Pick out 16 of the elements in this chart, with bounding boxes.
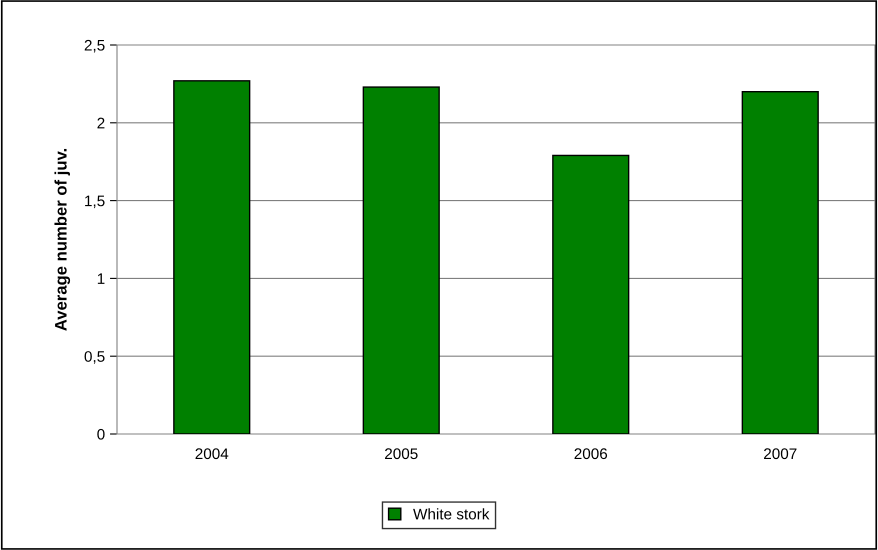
bar [362,86,440,434]
x-tick-label: 2004 [196,448,228,460]
bar [173,80,250,434]
y-axis-title: Average number of juv. [54,148,70,331]
y-tick-label: 2,5 [84,40,105,52]
y-tick-label: 2 [97,118,104,128]
y-tick-label: 1,5 [85,196,105,208]
x-tick-label: 2006 [574,448,608,460]
x-tick-label: 2007 [764,448,796,460]
legend-label: White stork [413,508,490,520]
x-tick-label: 2005 [385,448,418,460]
bar [742,90,819,434]
y-tick-label: 0 [97,428,105,440]
y-tick-label: 1 [98,273,104,284]
y-tick-label: 0,5 [84,351,105,364]
bar [552,154,630,434]
